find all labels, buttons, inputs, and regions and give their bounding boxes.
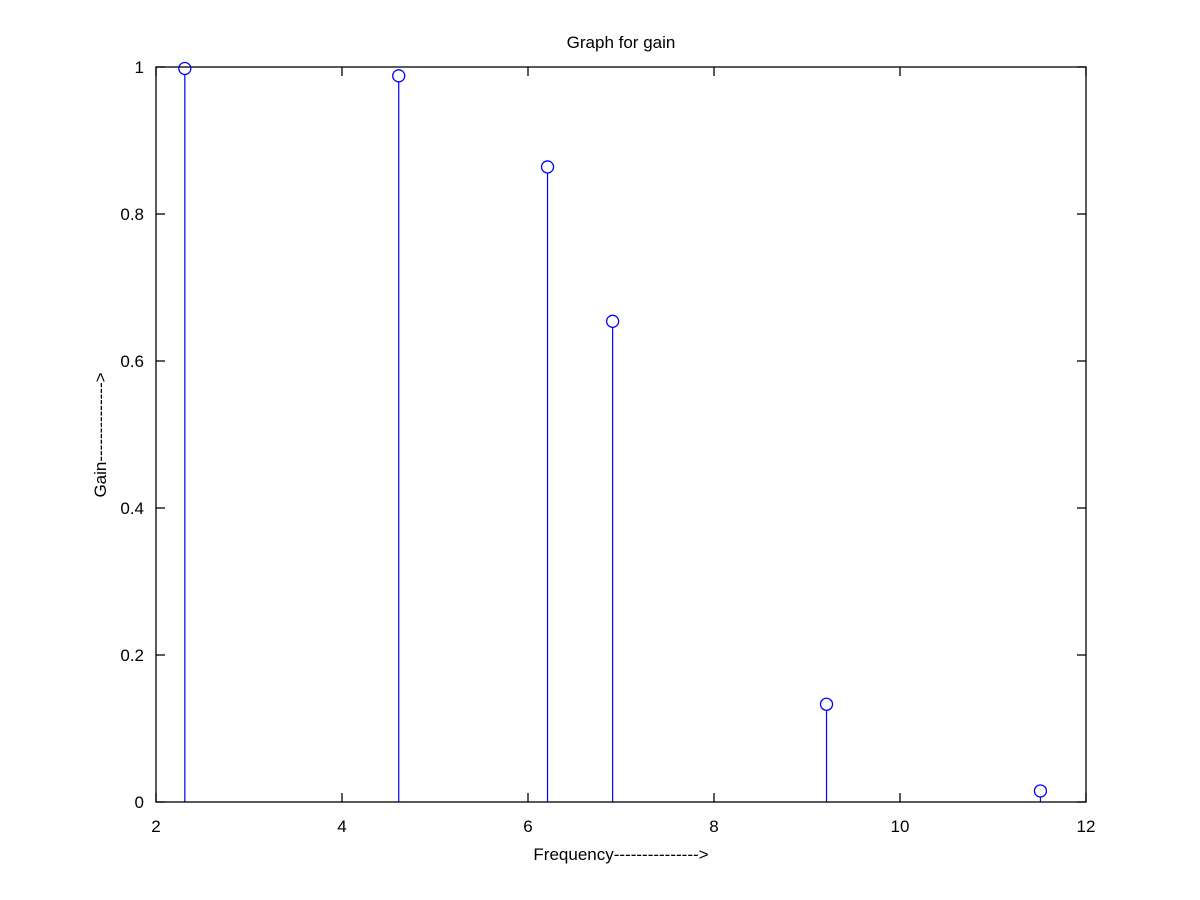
y-tick-label: 0.2: [120, 646, 144, 665]
x-tick-labels: 2 4 6 8 10 12: [151, 817, 1095, 836]
plot-frame: [155, 66, 1087, 803]
y-tick-label: 0.4: [120, 499, 144, 518]
y-axis-label: Gain-------------->: [91, 372, 110, 497]
x-tick-label: 12: [1077, 817, 1096, 836]
y-tick-label: 0: [135, 793, 144, 812]
data-point-marker: [392, 69, 406, 83]
x-tick-label: 2: [151, 817, 160, 836]
x-axis-label: Frequency--------------->: [533, 845, 708, 864]
data-point-marker: [605, 314, 620, 328]
data-point-marker: [178, 61, 192, 76]
y-tick-label: 0.6: [120, 352, 144, 371]
data-point-marker: [540, 160, 555, 174]
x-tick-label: 6: [523, 817, 532, 836]
x-tick-label: 8: [709, 817, 718, 836]
y-tick-label: 1: [135, 58, 144, 77]
y-tick-label: 0.8: [120, 205, 144, 224]
data-point-marker: [1033, 784, 1048, 798]
chart-title: Graph for gain: [567, 33, 676, 52]
y-tick-labels: 0 0.2 0.4 0.6 0.8 1: [120, 58, 144, 812]
stem-series: [184, 74, 1042, 802]
x-tick-label: 4: [337, 817, 346, 836]
x-tick-label: 10: [891, 817, 910, 836]
marker-series: [178, 61, 1048, 798]
data-point-marker: [819, 697, 834, 711]
